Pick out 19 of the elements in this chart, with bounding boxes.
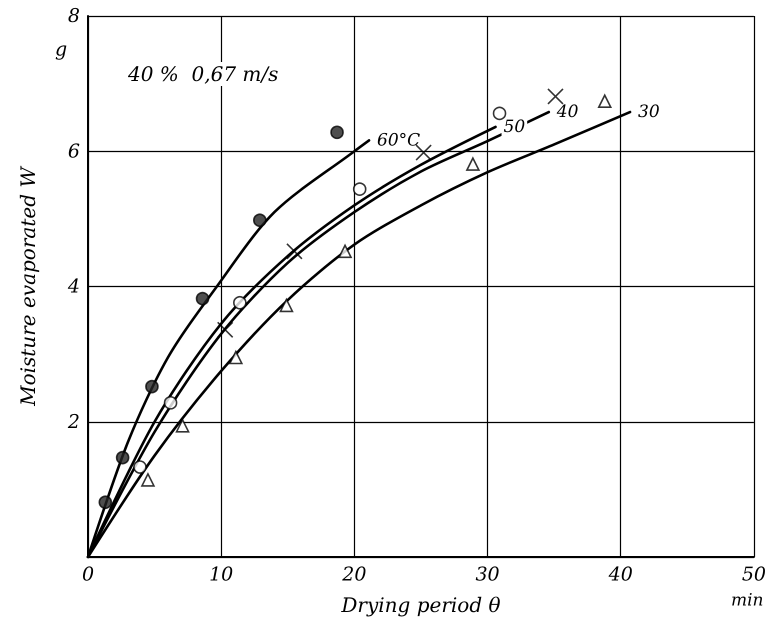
text: g [55,38,68,60]
y-axis-title: Moisture evaporated W [16,166,40,407]
series-label: 40 [556,102,579,122]
text: min [731,590,764,610]
annotation: 40 % 0,67 m/s [127,62,278,86]
y-tick-label: 8 [68,5,80,27]
x-tick-label: 40 [608,564,633,586]
series-label: 60°C [377,130,420,150]
x-tick-label: 0 [82,564,94,586]
x-tick-label: 50 [742,564,766,586]
series-label: 50 [504,116,526,137]
y-tick-label: 6 [68,140,80,162]
y-tick-label: 2 [66,410,80,433]
y-tick-label: 4 [66,276,80,298]
x-tick-label: 30 [475,564,500,586]
x-tick-label: 10 [209,564,234,586]
x-tick-label: 20 [341,564,366,586]
x-axis-title: Drying period θ [340,593,501,617]
series-label: 30 [638,102,660,122]
